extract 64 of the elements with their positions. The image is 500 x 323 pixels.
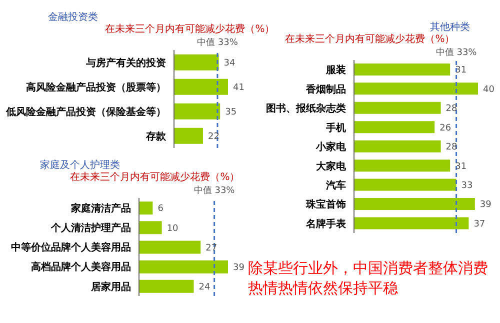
bar xyxy=(174,78,228,95)
y-tick-label: 与房产有关的投资 xyxy=(85,56,166,69)
y-tick-label: 居家用品 xyxy=(90,280,131,293)
bar xyxy=(139,202,153,215)
y-tick-label: 香烟制品 xyxy=(305,83,346,96)
chart-title: 其他种类 xyxy=(430,22,470,33)
y-tick-label: 家庭清洁产品 xyxy=(70,202,131,214)
bar xyxy=(174,54,219,70)
text: 金融投资类 xyxy=(47,12,99,24)
data-label: 39 xyxy=(233,263,245,274)
ref-line-label: 中值 33% xyxy=(194,185,236,196)
bar xyxy=(174,103,220,120)
ref-line-label: 中值 33% xyxy=(197,37,238,48)
data-label: 31 xyxy=(455,162,467,172)
bar xyxy=(139,221,162,234)
y-tick-label: 个人清洁护理产品 xyxy=(50,222,131,234)
y-tick-label: 低风险金融产品投资（保险基金等） xyxy=(5,106,166,118)
bar xyxy=(354,198,475,210)
bar xyxy=(354,160,450,172)
bar xyxy=(174,128,203,144)
data-label: 34 xyxy=(224,58,236,69)
bar xyxy=(354,102,441,114)
bar xyxy=(354,217,469,230)
y-tick-label: 服装 xyxy=(325,64,347,76)
data-label: 27 xyxy=(206,243,218,254)
data-label: 41 xyxy=(233,83,244,94)
data-label: 39 xyxy=(480,200,492,210)
y-tick-label: 中等价位品牌个人美容用品 xyxy=(11,242,131,254)
y-tick-label: 名牌手表 xyxy=(305,218,347,230)
chart-subtitle: 在未来三个月内有可能减少花费（%） xyxy=(284,34,456,46)
chart-subtitle: 在未来三个月内有可能减少花费（%） xyxy=(69,172,241,184)
chart-title: 家庭及个人护理类 xyxy=(39,160,121,172)
y-tick-label: 存款 xyxy=(145,130,167,142)
bar xyxy=(354,121,435,134)
data-label: 28 xyxy=(446,104,458,114)
chart-subtitle: 在未来三个月内有可能减少花费（%） xyxy=(104,24,276,36)
bar xyxy=(139,280,194,293)
data-label: 31 xyxy=(455,66,467,76)
bar xyxy=(354,140,441,152)
bar xyxy=(139,240,201,254)
data-label: 35 xyxy=(225,108,237,118)
text: 除某些行业外，中国消费者整体消费热情热情依然保持平稳 xyxy=(248,258,489,298)
data-label: 40 xyxy=(483,84,495,95)
data-label: 28 xyxy=(446,142,458,153)
data-label: 24 xyxy=(198,282,210,293)
y-tick-label: 大家电 xyxy=(315,160,347,172)
data-label: 22 xyxy=(208,132,220,142)
bar xyxy=(354,63,450,76)
y-tick-label: 图书、报纸杂志类 xyxy=(266,102,346,115)
y-tick-label: 高风险金融产品投资（股票等） xyxy=(26,81,166,94)
data-label: 37 xyxy=(474,219,486,230)
y-tick-label: 高档品牌个人美容用品 xyxy=(31,261,131,274)
bar xyxy=(354,178,456,191)
data-label: 6 xyxy=(158,204,164,214)
y-tick-label: 汽车 xyxy=(325,179,346,192)
data-label: 26 xyxy=(440,123,452,134)
data-label: 10 xyxy=(166,224,179,234)
y-tick-label: 手机 xyxy=(325,122,346,134)
y-tick-label: 珠宝首饰 xyxy=(305,198,346,211)
data-label: 33 xyxy=(461,180,473,191)
bar xyxy=(354,82,478,95)
y-tick-label: 小家电 xyxy=(315,141,347,154)
ref-line-label: 中值 33% xyxy=(436,47,478,58)
bar xyxy=(139,260,228,274)
